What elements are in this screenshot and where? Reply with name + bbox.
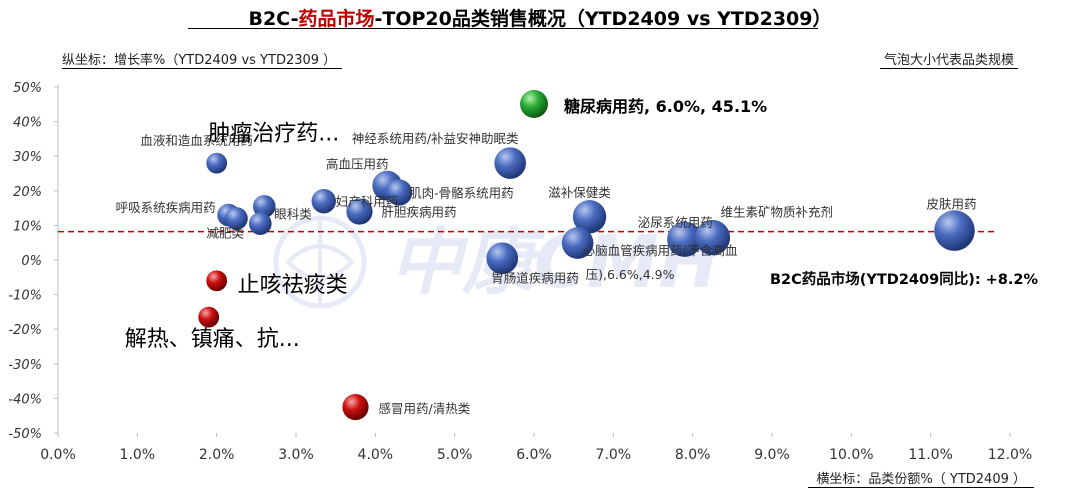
x-tick-label: 1.0% bbox=[120, 447, 156, 463]
title-suffix: -TOP20品类销售概况（YTD2409 vs YTD2309） bbox=[374, 8, 832, 30]
bubble bbox=[346, 198, 373, 225]
y-tick-label: -30% bbox=[8, 358, 42, 373]
bubble bbox=[252, 195, 276, 218]
chart-title: B2C-药品市场-TOP20品类销售概况（YTD2409 vs YTD2309） bbox=[0, 4, 1080, 31]
x-tick-label: 12.0% bbox=[988, 447, 1032, 463]
bubble-label: 肝胆疾病用药 bbox=[381, 205, 456, 220]
bubble bbox=[520, 89, 548, 118]
bubble-label-line: 心脑血管疾病用药(不含高血 bbox=[583, 243, 738, 258]
bubble bbox=[342, 393, 369, 421]
bubble-label: 维生素矿物质补充剂 bbox=[721, 205, 834, 220]
x-tick-label: 11.0% bbox=[908, 447, 952, 463]
y-axis-note: 纵坐标：增长率%（YTD2409 vs YTD2309 ） bbox=[62, 49, 343, 69]
bubble-label: 皮肤用药 bbox=[926, 197, 976, 212]
y-tick-label: 50% bbox=[13, 81, 42, 96]
y-tick-label: 0% bbox=[21, 254, 42, 269]
bubble bbox=[572, 200, 607, 234]
bubble-label: 泌尿系统用药 bbox=[638, 215, 713, 230]
bubble bbox=[486, 242, 519, 275]
bubble-label: 胃肠道疾病用药 bbox=[491, 270, 579, 285]
bubble-label: 神经系统用药/补益安神助眠类 bbox=[352, 131, 519, 146]
bubble bbox=[667, 221, 703, 257]
bubble-label: 糖尿病用药, 6.0%, 45.1% bbox=[564, 97, 767, 116]
y-tick-label: -10% bbox=[8, 289, 42, 304]
x-tick-label: 6.0% bbox=[516, 447, 552, 463]
y-tick-label: 40% bbox=[13, 116, 42, 131]
bubble-label: 减肥类 bbox=[207, 225, 245, 240]
title-underline bbox=[188, 28, 818, 29]
bubble-label-line: 压),6.6%,4.9% bbox=[586, 267, 675, 282]
bubble bbox=[494, 147, 526, 179]
x-axis-note: 横坐标：品类份额%（ YTD2409 ） bbox=[808, 468, 1034, 488]
x-tick-label: 7.0% bbox=[596, 447, 632, 463]
x-tick-label: 2.0% bbox=[199, 447, 235, 463]
bubble bbox=[561, 227, 594, 259]
bubbles bbox=[198, 89, 975, 421]
bubble bbox=[225, 207, 248, 230]
bubble bbox=[934, 210, 975, 251]
bubble-label: 眼科类 bbox=[274, 207, 312, 222]
bubble-label: 肿瘤治疗药... bbox=[208, 121, 339, 146]
title-prefix: B2C- bbox=[248, 8, 299, 30]
bubble-labels: 糖尿病用药, 6.0%, 45.1% 血液和造血系统用药 神经系统用药/补益安神助眠… bbox=[116, 97, 977, 416]
y-tick-label: 10% bbox=[13, 219, 42, 234]
x-tick-label: 10.0% bbox=[829, 447, 873, 463]
x-tick-label: 9.0% bbox=[754, 447, 790, 463]
bubble-label: 呼吸系统疾病用药 bbox=[116, 200, 216, 215]
bubble bbox=[311, 188, 336, 214]
y-tick-label: 30% bbox=[13, 150, 42, 165]
x-tick-label: 3.0% bbox=[278, 447, 314, 463]
bubble bbox=[206, 270, 228, 292]
bubble bbox=[386, 179, 413, 206]
bubble-size-note: 气泡大小代表品类规模 bbox=[879, 49, 1018, 69]
x-tick-label: 0.0% bbox=[40, 447, 76, 463]
x-tick-label: 4.0% bbox=[358, 447, 394, 463]
bubble-label: 血液和造血系统用药 bbox=[140, 133, 253, 148]
bubble-label: 高血压用药 bbox=[326, 157, 389, 172]
axes: 50% 40% 30% 20% 10% 0% -10% -20% -30% -40% -50% 0.0… bbox=[8, 81, 1032, 463]
y-tick-label: -40% bbox=[8, 392, 42, 407]
bubble bbox=[694, 219, 731, 256]
y-tick-label: -20% bbox=[8, 323, 42, 338]
bubble-label: 滋补保健类 bbox=[548, 185, 611, 200]
x-tick-label: 8.0% bbox=[675, 447, 711, 463]
bubble bbox=[206, 152, 228, 174]
title-accent: 药品市场 bbox=[298, 8, 375, 30]
baseline-label: B2C药品市场(YTD2409同比): +8.2% bbox=[770, 272, 1039, 288]
bubble-label: 肌肉-骨骼系统用药 bbox=[409, 186, 514, 201]
bubble-label: 解热、镇痛、抗... bbox=[125, 327, 300, 352]
bubble-label: 心脑血管疾病用药(不含高血压),6.6%,4.9% bbox=[583, 243, 738, 282]
bubble bbox=[248, 212, 272, 235]
y-tick-label: -50% bbox=[8, 427, 42, 442]
x-tick-label: 5.0% bbox=[437, 447, 473, 463]
bubble-label: 感冒用药/清热类 bbox=[379, 401, 471, 416]
bubble bbox=[198, 306, 220, 328]
bubble-label: 妇产科用药 bbox=[336, 194, 399, 209]
y-tick-label: 20% bbox=[13, 185, 42, 200]
bubble-label: 止咳祛痰类 bbox=[238, 273, 348, 298]
